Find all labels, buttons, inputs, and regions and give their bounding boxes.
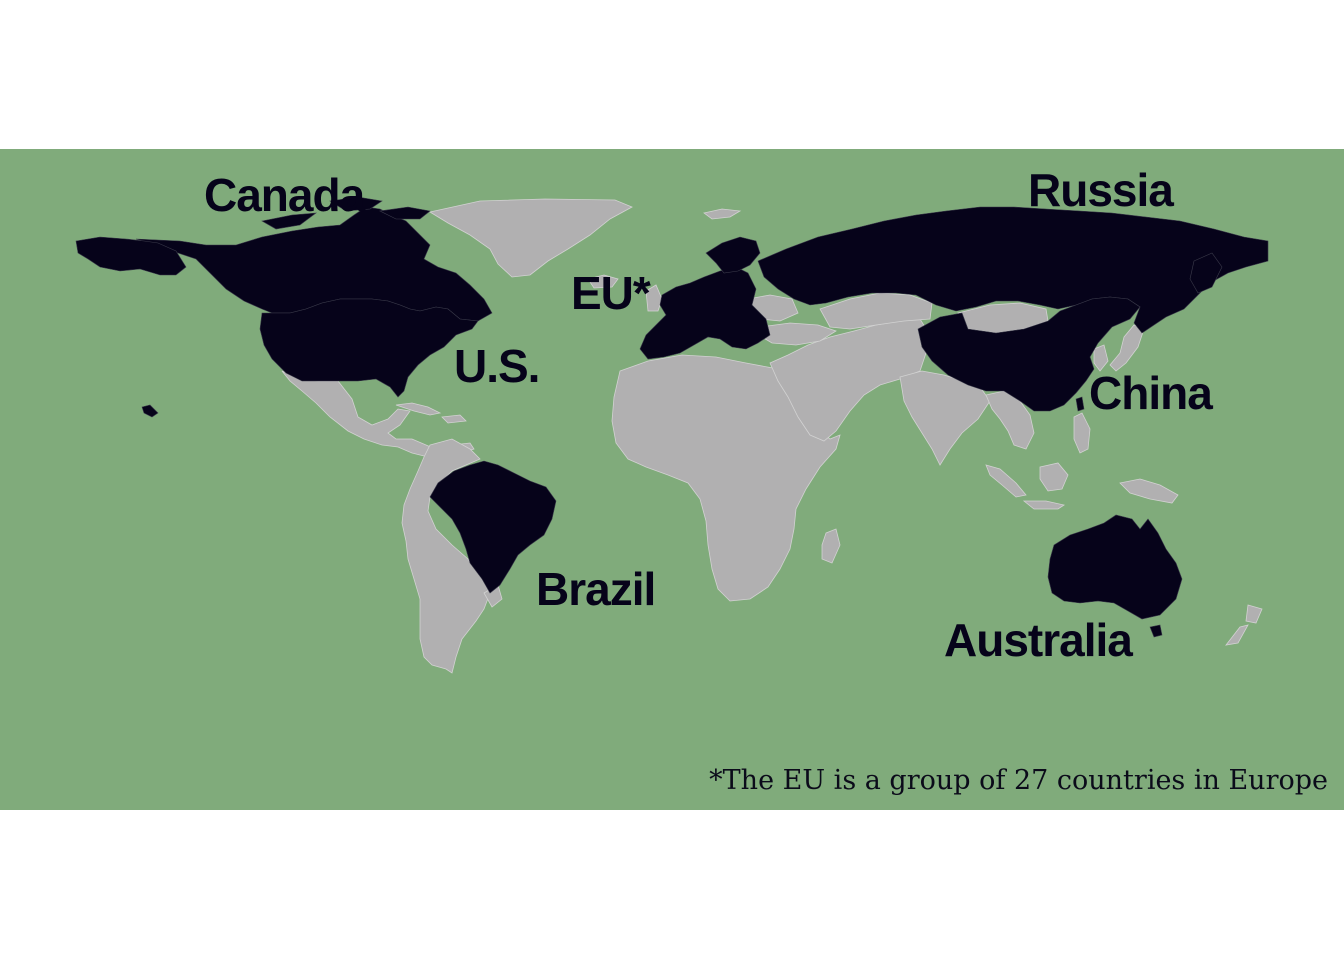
korea	[1093, 344, 1109, 372]
footnote: *The EU is a group of 27 countries in Eu…	[709, 765, 1328, 796]
region-russia	[757, 206, 1269, 334]
central-asia	[819, 292, 933, 330]
new-guinea	[1119, 478, 1179, 504]
cuba	[395, 402, 442, 416]
new-zealand-north	[1245, 604, 1263, 624]
region-china-taiwan	[1075, 396, 1085, 412]
borneo	[1039, 462, 1069, 492]
region-russia-kamchatka	[1189, 252, 1223, 294]
iceland	[587, 274, 619, 289]
label-canada: Canada	[204, 169, 366, 221]
label-eu: EU*	[571, 267, 651, 319]
region-china	[917, 296, 1141, 412]
other-land	[281, 198, 1263, 674]
greenland	[428, 198, 633, 278]
philippines	[1073, 412, 1091, 454]
highlighted-land	[75, 196, 1269, 638]
java	[1022, 500, 1066, 510]
region-canada-islands-1	[261, 212, 318, 230]
svalbard	[703, 208, 742, 220]
hispaniola	[441, 414, 467, 424]
sumatra	[985, 464, 1027, 498]
label-australia: Australia	[944, 614, 1133, 666]
madagascar	[821, 528, 841, 564]
world-map-svg: Canada Russia EU* U.S. China Brazil Aust…	[0, 149, 1344, 810]
region-canada-islands-3	[379, 206, 431, 220]
region-us	[259, 298, 479, 398]
region-australia-tasmania	[1149, 624, 1163, 638]
region-eu-scandinavia	[705, 236, 761, 274]
label-brazil: Brazil	[536, 563, 655, 615]
turkey	[759, 322, 837, 346]
label-russia: Russia	[1028, 164, 1174, 216]
label-china: China	[1089, 367, 1213, 419]
region-australia	[1047, 514, 1183, 620]
label-us: U.S.	[454, 340, 539, 392]
region-brazil	[429, 460, 557, 594]
region-us-hawaii	[141, 404, 159, 418]
india	[899, 370, 991, 466]
region-canada-islands-2	[329, 196, 383, 212]
new-zealand-south	[1225, 624, 1249, 646]
region-us-alaska	[75, 236, 187, 276]
world-map: Canada Russia EU* U.S. China Brazil Aust…	[0, 149, 1344, 810]
